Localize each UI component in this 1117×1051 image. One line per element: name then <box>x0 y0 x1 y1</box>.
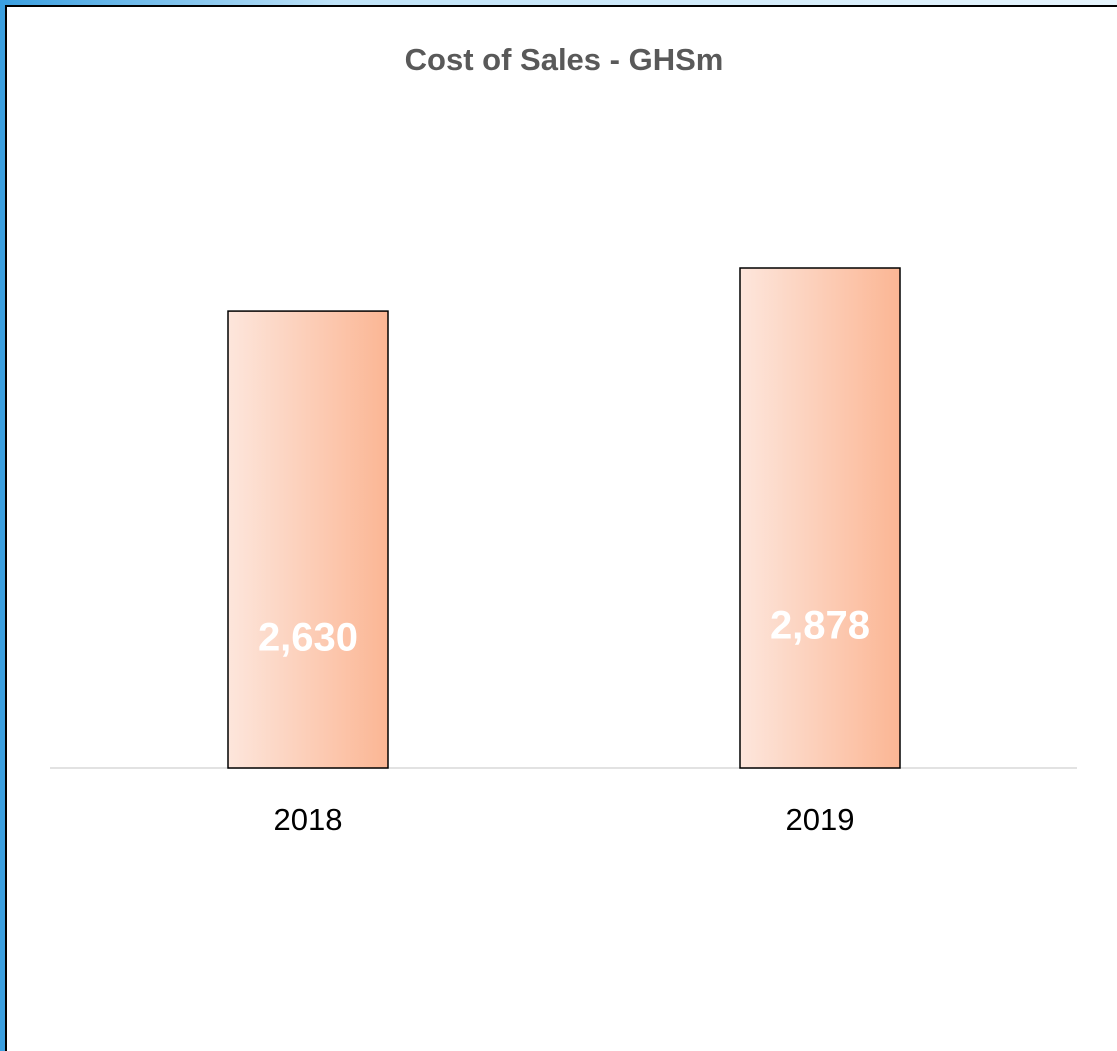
bar <box>739 267 901 769</box>
bar <box>227 310 389 769</box>
data-label: 2,878 <box>770 604 870 648</box>
x-tick-label: 2018 <box>274 802 343 837</box>
chart-title: Cost of Sales - GHSm <box>405 42 724 77</box>
x-tick-label: 2019 <box>786 802 855 837</box>
chart-panel <box>5 5 1117 1051</box>
data-label: 2,630 <box>258 616 358 660</box>
